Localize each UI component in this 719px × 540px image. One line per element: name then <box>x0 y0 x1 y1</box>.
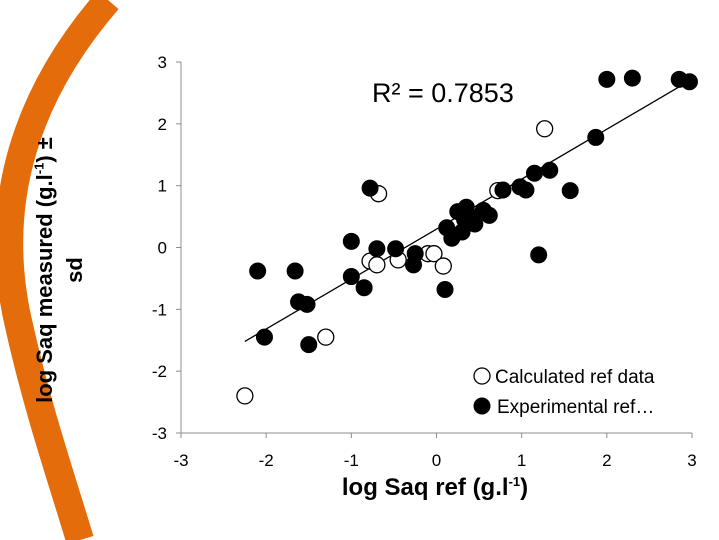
y-axis-ticks: -3 -2 -1 0 1 2 3 <box>152 53 181 443</box>
experimental-point <box>255 328 273 346</box>
legend-label-experimental: Experimental ref… <box>497 397 654 418</box>
experimental-point <box>561 182 579 200</box>
x-tick-label: -1 <box>344 451 359 470</box>
experimental-point <box>387 240 405 258</box>
x-tick-label: -2 <box>259 451 274 470</box>
data-points <box>236 69 698 405</box>
x-tick-label: 1 <box>517 451 526 470</box>
experimental-point <box>300 336 318 354</box>
y-axis-title-line2: sd <box>62 257 87 283</box>
y-axis-title: log Saq measured (g.l-1) ± sd <box>30 137 90 403</box>
experimental-point <box>466 215 484 233</box>
y-tick-label: 0 <box>158 239 167 258</box>
experimental-point <box>587 128 605 146</box>
r-squared-annotation: R² = 0.7853 <box>372 78 514 108</box>
y-tick-label: 2 <box>158 115 167 134</box>
experimental-point <box>494 181 512 199</box>
calculated-point <box>536 120 554 138</box>
calculated-point <box>317 328 335 346</box>
y-tick-label: 1 <box>158 177 167 196</box>
experimental-point <box>406 245 424 263</box>
x-tick-label: 2 <box>602 451 611 470</box>
calculated-point <box>236 387 254 405</box>
experimental-point <box>361 179 379 197</box>
experimental-point <box>342 232 360 250</box>
experimental-point <box>525 164 543 182</box>
experimental-point <box>517 181 535 199</box>
legend-marker-experimental <box>473 397 491 415</box>
calculated-point <box>368 256 386 274</box>
x-tick-label: 3 <box>687 451 696 470</box>
y-axis-title-post: ) ± <box>32 137 57 163</box>
experimental-point <box>436 281 454 299</box>
x-axis-title-sup: -1 <box>508 474 521 489</box>
experimental-point <box>598 70 616 88</box>
experimental-point <box>623 69 641 87</box>
y-tick-label: 3 <box>158 53 167 72</box>
x-tick-label: -3 <box>173 451 188 470</box>
calculated-point <box>425 245 443 263</box>
x-axis-title-pre: log Saq ref (g.l <box>341 474 509 501</box>
legend-label-calculated: Calculated ref data <box>495 367 655 388</box>
experimental-point <box>480 206 498 224</box>
experimental-point <box>368 240 386 258</box>
y-axis-title-sup: -1 <box>31 162 47 175</box>
experimental-point <box>286 262 304 280</box>
x-tick-label: 0 <box>432 451 441 470</box>
experimental-point <box>342 268 360 286</box>
legend: Calculated ref data Experimental ref… <box>473 367 655 418</box>
experimental-point <box>249 262 267 280</box>
experimental-point <box>355 279 373 297</box>
y-tick-label: -3 <box>152 424 167 443</box>
experimental-point <box>298 295 316 313</box>
experimental-point <box>541 161 559 179</box>
experimental-point <box>530 246 548 264</box>
y-tick-label: -1 <box>152 300 167 319</box>
y-axis-title-pre: log Saq measured (g.l <box>32 174 57 403</box>
x-axis-title-post: ) <box>520 474 529 501</box>
y-tick-label: -2 <box>152 362 167 381</box>
calculated-point <box>434 257 452 275</box>
x-axis-ticks: -3 -2 -1 0 1 2 3 <box>173 433 697 470</box>
decorative-orange-arc <box>0 0 119 540</box>
x-axis-title: log Saq ref (g.l-1) <box>342 474 528 502</box>
legend-marker-calculated <box>473 367 491 385</box>
experimental-point <box>680 73 698 91</box>
